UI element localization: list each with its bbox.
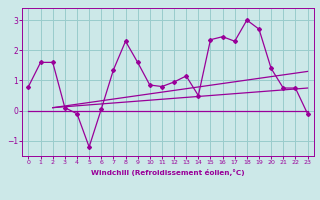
X-axis label: Windchill (Refroidissement éolien,°C): Windchill (Refroidissement éolien,°C) — [91, 169, 245, 176]
